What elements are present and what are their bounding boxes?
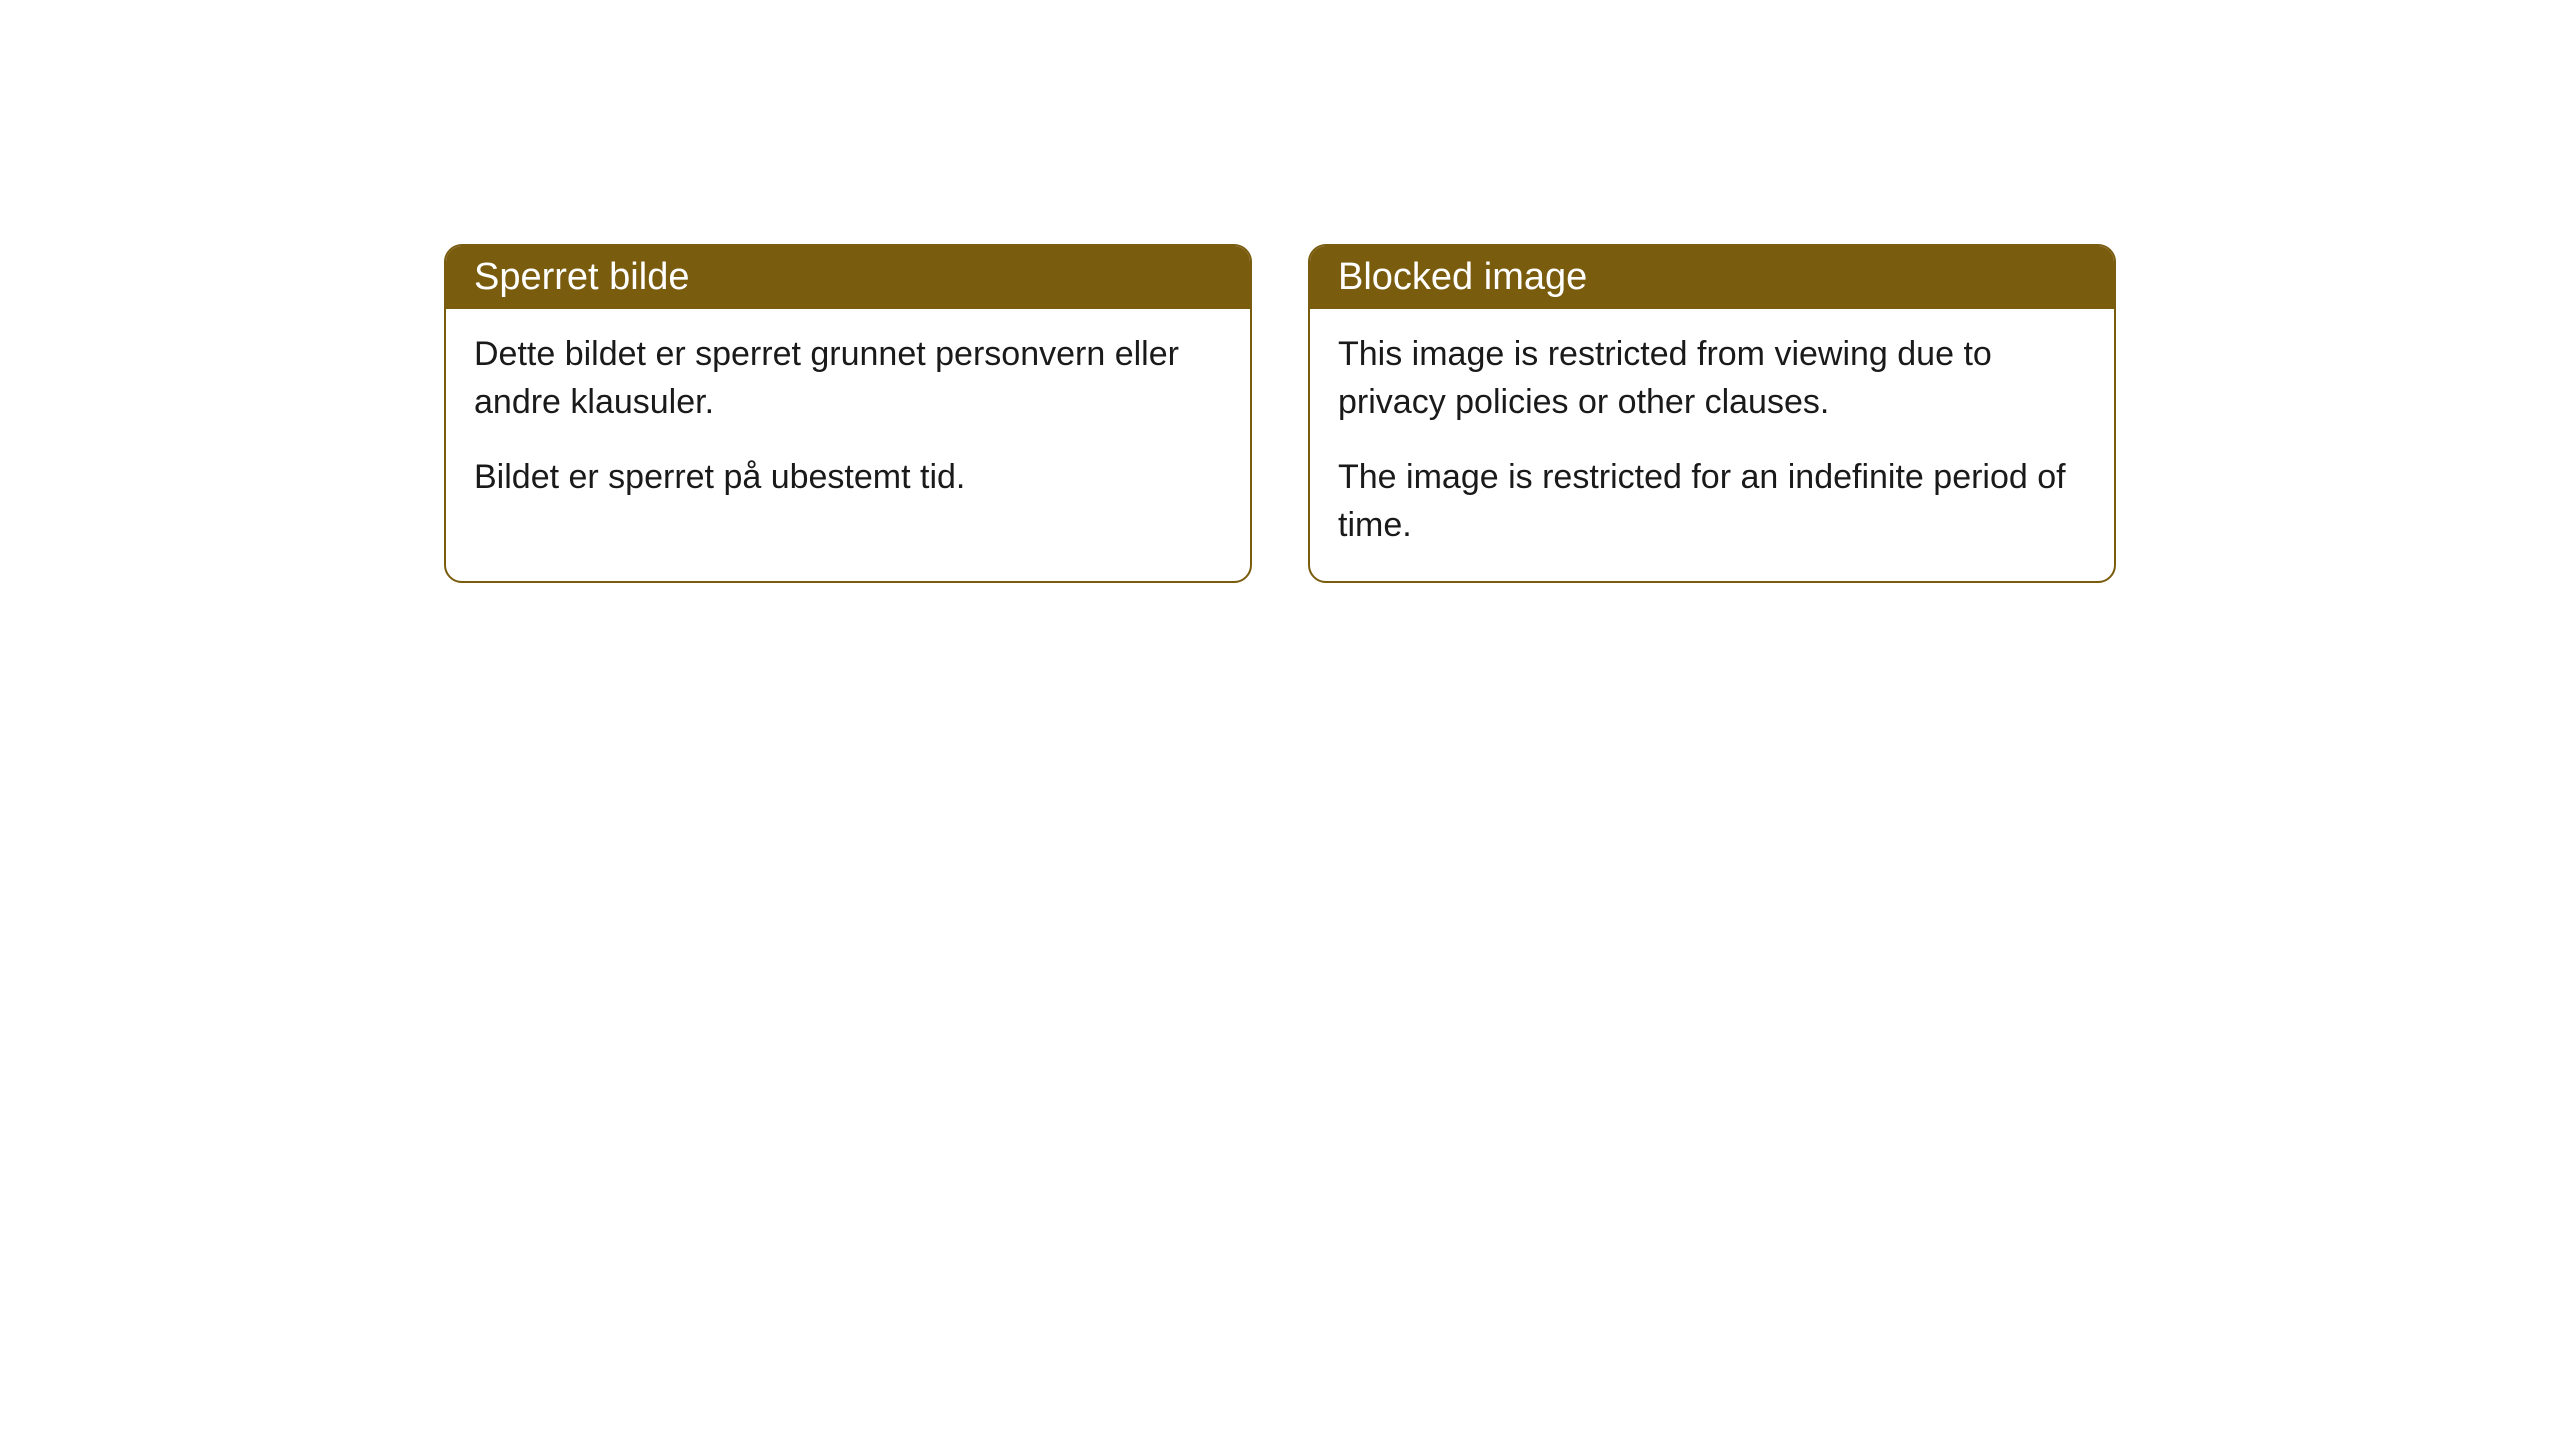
- card-body: Dette bildet er sperret grunnet personve…: [446, 309, 1250, 534]
- notice-cards-container: Sperret bilde Dette bildet er sperret gr…: [444, 244, 2116, 583]
- card-paragraph: Bildet er sperret på ubestemt tid.: [474, 454, 1222, 502]
- card-paragraph: This image is restricted from viewing du…: [1338, 331, 2086, 426]
- card-paragraph: The image is restricted for an indefinit…: [1338, 454, 2086, 549]
- card-body: This image is restricted from viewing du…: [1310, 309, 2114, 581]
- card-title: Blocked image: [1338, 256, 1587, 298]
- blocked-image-card-english: Blocked image This image is restricted f…: [1308, 244, 2116, 583]
- card-paragraph: Dette bildet er sperret grunnet personve…: [474, 331, 1222, 426]
- card-header: Sperret bilde: [446, 246, 1250, 309]
- card-header: Blocked image: [1310, 246, 2114, 309]
- blocked-image-card-norwegian: Sperret bilde Dette bildet er sperret gr…: [444, 244, 1252, 583]
- card-title: Sperret bilde: [474, 256, 689, 298]
